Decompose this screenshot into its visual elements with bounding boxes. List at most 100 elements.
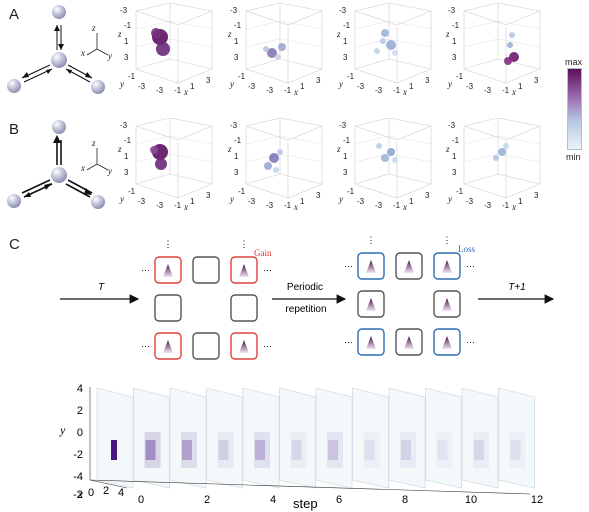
tick-label: -1	[393, 86, 401, 95]
lattice-cell	[192, 256, 220, 284]
tick-label: 1	[409, 82, 414, 91]
ellipsis: ⋮	[443, 235, 452, 245]
flow-diagram: T Periodic repetition T+1 Gain Loss ⋮ ⋮ ⋮ ⋮…	[60, 235, 555, 360]
lattice-cell	[357, 252, 385, 280]
density-blob	[386, 40, 396, 50]
axis-label-y: y	[229, 79, 234, 89]
density-blob	[155, 158, 167, 170]
heatmap-slab	[425, 387, 462, 489]
tick-label: 2	[103, 485, 109, 497]
tick-label: -3	[466, 82, 474, 91]
tick-label: 3	[452, 168, 457, 177]
tick-label: 1	[343, 37, 348, 46]
tick-label: -3	[120, 6, 128, 15]
tick-label: 4	[270, 494, 276, 506]
density-blob	[387, 148, 395, 156]
tick-label: 1	[190, 197, 195, 206]
ellipsis: ···	[344, 337, 353, 347]
tick-label: -1	[502, 201, 510, 210]
ellipsis: ···	[263, 265, 272, 275]
tick-label: -1	[343, 136, 351, 145]
tick-label: 3	[425, 76, 430, 85]
density-blob	[263, 46, 269, 52]
tick-label: -2	[73, 489, 83, 501]
tick-label: -4	[73, 471, 83, 483]
axis-label-x: x	[77, 487, 84, 501]
axis-label-z: z	[446, 144, 450, 154]
lattice-cell	[433, 290, 461, 318]
density-blob	[498, 148, 506, 156]
tick-label: -1	[452, 21, 460, 30]
tick-label: -3	[375, 201, 383, 210]
tick-label: -3	[156, 201, 164, 210]
axis-label-x: x	[402, 87, 407, 97]
tick-label: -3	[357, 82, 365, 91]
density-blob	[376, 143, 382, 149]
density-blob	[493, 155, 499, 161]
tick-label: 1	[518, 197, 523, 206]
tick-label: -3	[448, 6, 456, 15]
tick-label: -1	[238, 187, 246, 196]
tick-label: 1	[234, 152, 239, 161]
axis-label-x: x	[183, 202, 188, 212]
density-blob	[278, 43, 286, 51]
tick-label: -2	[73, 449, 83, 461]
tick-label: -3	[138, 82, 146, 91]
lattice-cell	[230, 256, 258, 284]
molecule-diagram-b: z x y	[7, 120, 112, 209]
tick-label: 1	[124, 37, 129, 46]
tick-label: 8	[402, 494, 408, 506]
lattice-cell	[230, 294, 258, 322]
density-blob	[507, 42, 513, 48]
density-blob	[392, 157, 398, 163]
molecule-diagram-a: z x y	[7, 5, 112, 94]
lattice-cell	[357, 290, 385, 318]
heatmap-slab	[279, 387, 316, 489]
density-blob	[150, 146, 158, 154]
tick-label: -1	[347, 187, 355, 196]
heatmap-slab	[242, 387, 280, 489]
tick-label: 3	[316, 76, 321, 85]
tick-label: -1	[343, 21, 351, 30]
heatmap-slab	[352, 387, 389, 489]
density-blob	[374, 48, 380, 54]
tick-label: 3	[534, 191, 539, 200]
tick-label: 4	[77, 383, 83, 395]
heatmap-slab	[461, 387, 499, 489]
axis-label-z: z	[446, 29, 450, 39]
tick-label: -3	[339, 121, 347, 130]
axis-label-z: z	[337, 29, 341, 39]
axis-label-y: y	[447, 194, 452, 204]
density-blob	[275, 54, 281, 60]
ellipsis: ···	[344, 261, 353, 271]
mol-b-x-label: x	[80, 163, 85, 173]
mol-b-z-label: z	[91, 138, 96, 148]
ellipsis: ···	[466, 337, 475, 347]
axis-label-z: z	[118, 144, 122, 154]
tick-label: 2	[77, 405, 83, 417]
tick-label: -1	[234, 21, 242, 30]
tick-label: 0	[77, 427, 83, 439]
step-heatmap-stack: 420-2-4-2 0 2 40 2 4 6 8 10 12 y x step	[59, 383, 543, 511]
tick-label: 3	[206, 191, 211, 200]
tick-label: -1	[128, 187, 136, 196]
ellipsis: ⋮	[367, 235, 376, 245]
lattice-cell	[357, 328, 385, 356]
tick-label: 3	[124, 53, 129, 62]
density-blob	[392, 50, 398, 56]
tick-label: -3	[138, 197, 146, 206]
label-loss: Loss	[458, 244, 476, 254]
mol-a-y-label: y	[107, 51, 112, 61]
axis-label-y: y	[119, 79, 124, 89]
tick-label: -3	[230, 6, 238, 15]
tick-label: 10	[465, 494, 477, 506]
axis-label-x: x	[183, 87, 188, 97]
tick-label: -3	[266, 201, 274, 210]
heatmap-slab	[315, 387, 353, 489]
axis-label-step: step	[293, 496, 318, 511]
axis-label-z: z	[337, 144, 341, 154]
